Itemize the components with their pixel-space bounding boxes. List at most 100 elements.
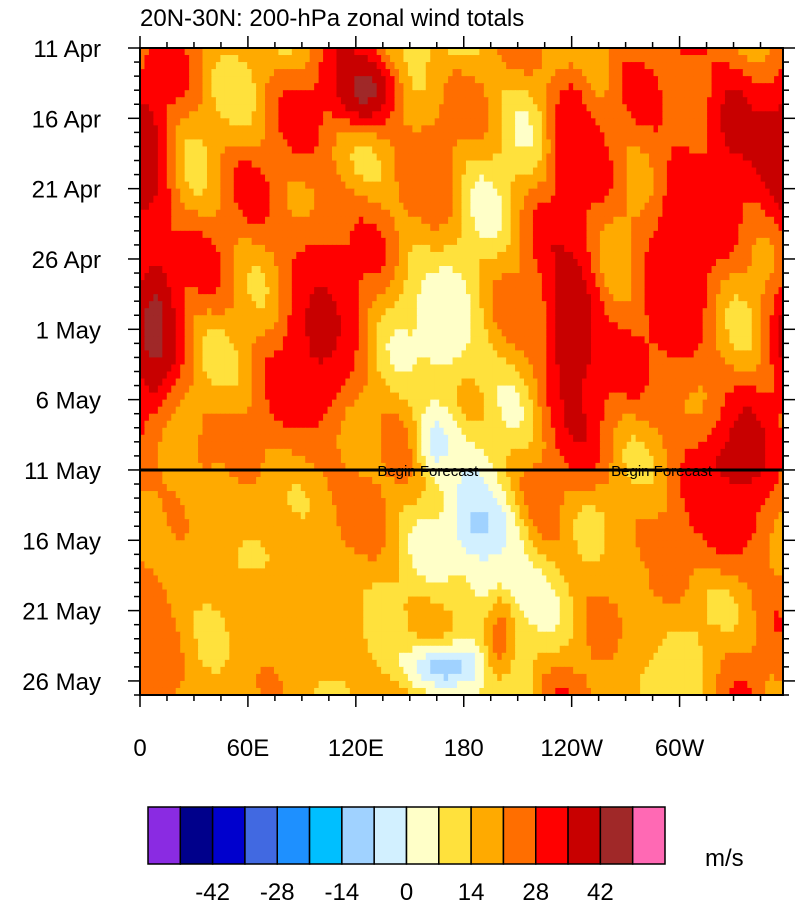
field-cell [742, 69, 748, 77]
field-cell [349, 258, 355, 267]
field-cell [657, 111, 664, 119]
field-cell [577, 181, 583, 190]
field-cell [198, 244, 204, 253]
field-cell [657, 266, 664, 274]
field-cell [707, 76, 713, 84]
field-cell [349, 76, 355, 84]
field-cell [537, 251, 543, 260]
field-cell [193, 125, 199, 133]
field-cell [336, 251, 342, 260]
field-cell [702, 251, 708, 260]
field-cell [550, 244, 556, 253]
field-cell [273, 280, 280, 288]
field-cell [506, 174, 512, 183]
field-cell [403, 174, 409, 183]
field-cell [443, 188, 449, 197]
field-cell [528, 118, 534, 126]
field-cell [590, 118, 597, 126]
field-cell [233, 104, 239, 112]
field-cell [577, 132, 583, 141]
field-cell [251, 76, 257, 84]
field-cell [296, 244, 302, 253]
field-cell [760, 188, 766, 197]
field-cell [577, 125, 583, 133]
field-cell [180, 139, 186, 148]
field-cell [269, 223, 275, 232]
field-cell [385, 146, 391, 155]
field-cell [175, 90, 181, 98]
field-cell [327, 146, 333, 155]
field-cell [314, 97, 320, 105]
field-cell [586, 111, 592, 119]
field-cell [439, 202, 445, 211]
field-cell [198, 118, 204, 126]
field-cell [242, 146, 248, 155]
field-cell [372, 181, 378, 190]
field-cell [140, 209, 146, 218]
field-cell [448, 258, 454, 267]
field-cell [260, 69, 266, 77]
field-cell [564, 209, 570, 218]
field-cell [367, 153, 373, 162]
field-cell [488, 273, 494, 281]
field-cell [604, 90, 610, 98]
field-cell [666, 146, 672, 155]
field-cell [140, 280, 146, 288]
field-cell [385, 167, 391, 176]
field-cell [224, 280, 230, 288]
field-cell [684, 83, 690, 91]
field-cell [265, 97, 271, 105]
field-cell [577, 195, 583, 204]
field-cell [765, 118, 771, 126]
field-cell [323, 237, 329, 246]
field-cell [394, 62, 400, 70]
field-cell [666, 188, 672, 197]
field-cell [398, 188, 405, 197]
field-cell [233, 188, 239, 197]
field-cell [613, 266, 619, 274]
field-cell [269, 237, 275, 246]
field-cell [381, 209, 387, 218]
field-cell [573, 251, 579, 260]
field-cell [747, 195, 753, 204]
field-cell [439, 230, 445, 239]
field-cell [198, 153, 204, 162]
field-cell [381, 118, 387, 126]
field-cell [693, 83, 699, 91]
field-cell [430, 266, 436, 274]
field-cell [541, 273, 547, 281]
field-cell [724, 244, 731, 253]
field-cell [403, 125, 409, 133]
field-cell [586, 104, 592, 112]
field-cell [546, 97, 552, 105]
field-cell [470, 266, 476, 274]
field-cell [421, 251, 427, 260]
field-cell [537, 48, 543, 56]
field-cell [247, 132, 253, 141]
field-cell [702, 244, 708, 253]
field-cell [617, 62, 623, 70]
field-cell [457, 216, 463, 225]
field-cell [769, 104, 775, 112]
field-cell [457, 48, 463, 56]
field-cell [568, 104, 574, 112]
field-cell [332, 153, 338, 162]
field-cell [524, 287, 530, 295]
field-cell [702, 160, 708, 169]
field-cell [604, 118, 610, 126]
field-cell [631, 62, 637, 70]
field-cell [251, 62, 257, 70]
field-cell [564, 258, 570, 267]
field-cell [626, 273, 632, 281]
field-cell [390, 266, 396, 274]
field-cell [354, 132, 360, 141]
field-cell [140, 83, 146, 91]
field-cell [774, 167, 780, 176]
field-cell [626, 139, 632, 148]
field-cell [707, 55, 713, 63]
field-cell [729, 258, 735, 267]
field-cell [707, 266, 713, 274]
field-cell [153, 167, 159, 176]
field-cell [407, 111, 413, 119]
field-cell [443, 139, 449, 148]
